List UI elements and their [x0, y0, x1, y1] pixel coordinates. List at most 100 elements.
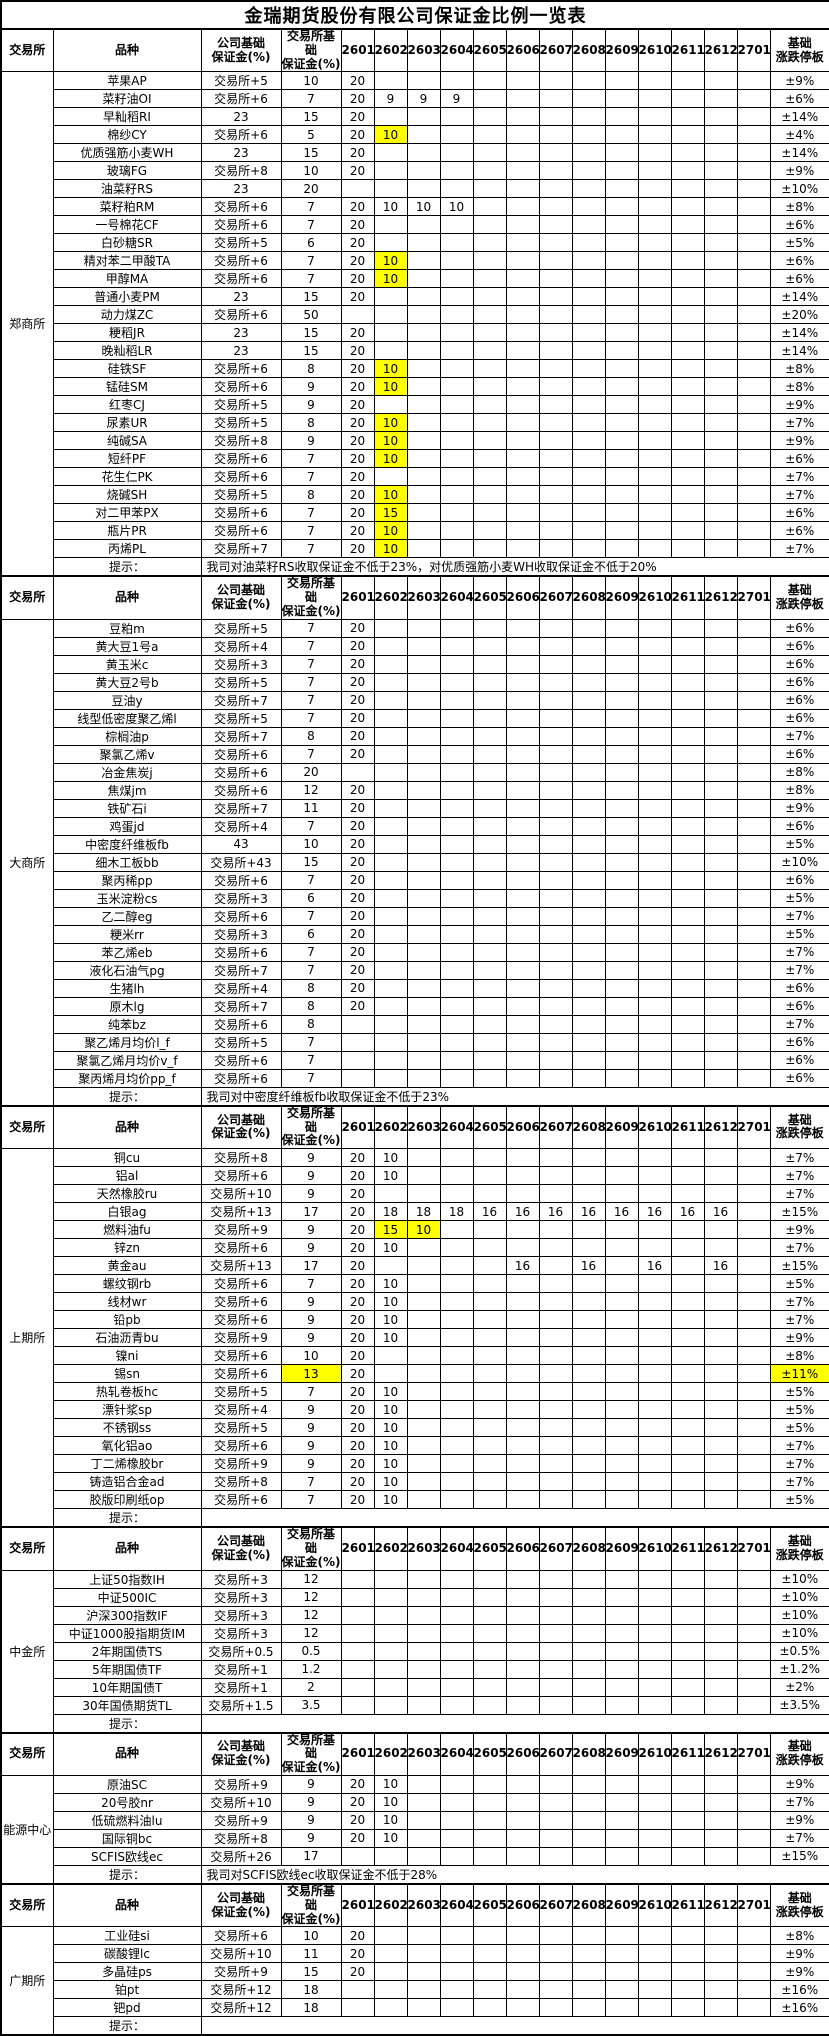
contract-margin-cell-2604 [439, 672, 474, 692]
contract-margin-cell-2603 [406, 521, 441, 541]
exchange-margin-cell: 9 [280, 1220, 342, 1240]
contract-margin-cell-2701 [736, 834, 771, 854]
contract-margin-cell-2606 [505, 1400, 540, 1420]
exchange-margin-cell: 9 [280, 1454, 342, 1474]
col-header-contract-2610: 2610 [637, 575, 672, 620]
company-margin-cell: 交易所+13 [200, 1256, 282, 1276]
contract-margin-cell-2611 [670, 503, 705, 523]
contract-margin-cell-2701 [736, 978, 771, 998]
note-row: 提示： [1, 1713, 829, 1734]
contract-margin-cell-2601 [340, 305, 375, 325]
contract-margin-cell-2609 [604, 672, 639, 692]
contract-margin-cell-2612 [703, 143, 738, 163]
contract-margin-cell-2605 [472, 870, 507, 890]
contract-margin-cell-2609 [604, 1587, 639, 1607]
contract-margin-cell-2608 [571, 1641, 606, 1661]
contract-margin-cell-2608: 16 [571, 1202, 606, 1222]
product-cell: 聚丙稀pp [52, 870, 202, 890]
col-header-contract-2609: 2609 [604, 575, 639, 620]
price-limit-cell: ±7% [769, 539, 829, 559]
exchange-margin-cell: 9 [280, 377, 342, 397]
company-margin-cell: 交易所+9 [200, 1962, 282, 1982]
contract-margin-cell-2606 [505, 1364, 540, 1384]
contract-margin-cell-2609 [604, 1926, 639, 1946]
contract-margin-cell-2604 [439, 1605, 474, 1625]
contract-margin-cell-2610 [637, 1382, 672, 1402]
contract-margin-cell-2611 [670, 1418, 705, 1438]
exchange-margin-cell: 15 [280, 852, 342, 872]
contract-margin-cell-2603: 10 [406, 1220, 441, 1240]
contract-margin-cell-2601: 20 [340, 870, 375, 890]
contract-margin-cell-2610 [637, 377, 672, 397]
contract-margin-cell-2612 [703, 1436, 738, 1456]
contract-margin-cell-2608 [571, 1605, 606, 1625]
contract-margin-cell-2607 [538, 1454, 573, 1474]
note-row: 提示： 我司对油菜籽RS收取保证金不低于23%，对优质强筋小麦WH收取保证金不低于… [1, 557, 829, 577]
company-margin-cell: 交易所+3 [200, 654, 282, 674]
contract-margin-cell-2701 [736, 1490, 771, 1510]
company-margin-cell: 交易所+5 [200, 71, 282, 91]
contract-margin-cell-2601: 20 [340, 1926, 375, 1946]
product-cell: 普通小麦PM [52, 287, 202, 307]
contract-margin-cell-2610 [637, 1292, 672, 1312]
contract-margin-cell-2608 [571, 1220, 606, 1240]
contract-margin-cell-2605 [472, 744, 507, 764]
contract-margin-cell-2603 [406, 1587, 441, 1607]
contract-margin-cell-2701 [736, 1623, 771, 1643]
contract-margin-cell-2601: 20 [340, 1418, 375, 1438]
contract-margin-cell-2607 [538, 1587, 573, 1607]
exchange-margin-cell: 9 [280, 1810, 342, 1830]
product-row: 中金所 上证50指数IH 交易所+3 12 ±10% [0, 1569, 829, 1734]
contract-margin-cell-2608 [571, 179, 606, 199]
contract-margin-cell-2608 [571, 215, 606, 235]
company-margin-cell: 交易所+13 [200, 1202, 282, 1222]
contract-margin-cell-2604 [439, 618, 474, 638]
exchange-margin-cell: 7 [280, 1472, 342, 1492]
contract-margin-cell-2701 [736, 654, 771, 674]
contract-margin-cell-2601: 20 [340, 197, 375, 217]
exchange-margin-cell: 7 [280, 521, 342, 541]
product-cell: 国际铜bc [52, 1828, 202, 1848]
contract-margin-cell-2609 [604, 89, 639, 109]
contract-margin-cell-2605 [472, 780, 507, 800]
contract-margin-cell-2602: 15 [373, 503, 408, 523]
contract-margin-cell-2611 [670, 942, 705, 962]
contract-margin-cell-2612 [703, 341, 738, 361]
contract-margin-cell-2612 [703, 1014, 738, 1034]
contract-margin-cell-2601: 20 [340, 1382, 375, 1402]
contract-margin-cell-2611 [670, 521, 705, 541]
contract-margin-cell-2605 [472, 1980, 507, 2000]
contract-margin-cell-2601: 20 [340, 636, 375, 656]
contract-margin-cell-2605 [472, 1166, 507, 1186]
contract-margin-cell-2612 [703, 1184, 738, 1204]
contract-margin-cell-2601 [340, 1032, 375, 1052]
company-margin-cell: 交易所+6 [200, 89, 282, 109]
col-header-company-base: 公司基础 保证金(%) [200, 1882, 282, 1928]
exchange-margin-cell: 9 [280, 395, 342, 415]
contract-margin-cell-2607 [538, 1364, 573, 1384]
contract-margin-cell-2605 [472, 1828, 507, 1848]
contract-margin-cell-2612 [703, 359, 738, 379]
contract-margin-cell-2610 [637, 1032, 672, 1052]
contract-margin-cell-2610 [637, 834, 672, 854]
contract-margin-cell-2701 [736, 305, 771, 325]
contract-margin-cell-2609 [604, 1695, 639, 1715]
exchange-margin-cell: 7 [280, 449, 342, 469]
contract-margin-cell-2608 [571, 1623, 606, 1643]
product-cell: 丙烯PL [52, 539, 202, 559]
exchange-margin-cell: 7 [280, 672, 342, 692]
contract-margin-cell-2602: 10 [373, 1774, 408, 1794]
contract-margin-cell-2612 [703, 888, 738, 908]
product-row: 螺纹钢rb 交易所+6 7 20 10 ±5% [1, 1274, 829, 1294]
exchange-margin-cell: 7 [280, 1382, 342, 1402]
contract-margin-cell-2608 [571, 654, 606, 674]
col-header-contract-2605: 2605 [472, 1882, 507, 1928]
contract-margin-cell-2609 [604, 287, 639, 307]
exchange-margin-cell: 7 [280, 1050, 342, 1070]
product-cell: 细木工板bb [52, 852, 202, 872]
contract-margin-cell-2606 [505, 906, 540, 926]
contract-margin-cell-2610 [637, 978, 672, 998]
contract-margin-cell-2609 [604, 798, 639, 818]
contract-margin-cell-2701 [736, 269, 771, 289]
